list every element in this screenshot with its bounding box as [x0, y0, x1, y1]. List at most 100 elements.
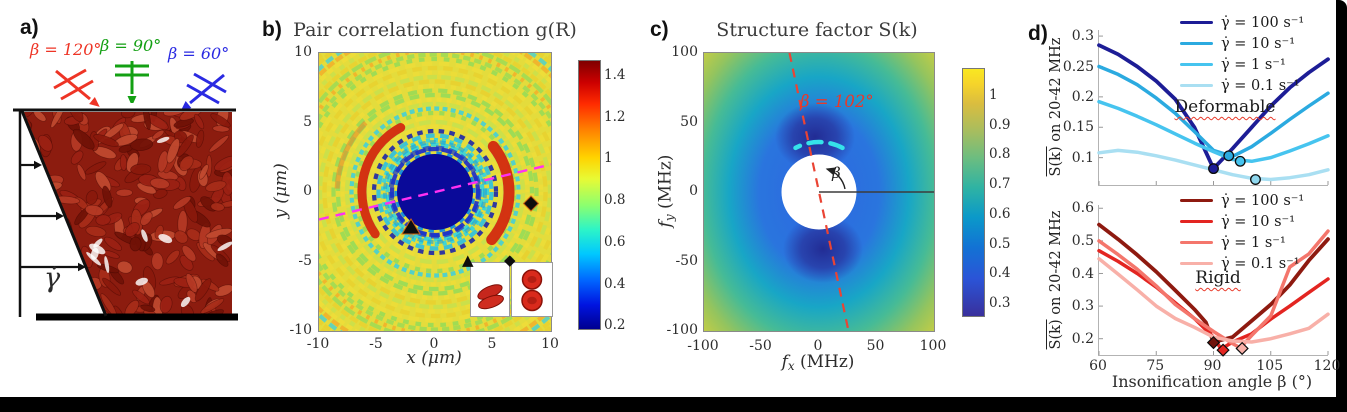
sf-heatmap-svg: [704, 52, 934, 332]
panel-d-xlabel: Insonification angle β (°): [1111, 372, 1313, 391]
tick-label: 0.7: [989, 176, 1011, 193]
panel-b-xlabel: x (μm): [406, 348, 462, 368]
tick-label: 60: [1089, 358, 1107, 374]
beam-90: β = 90°: [100, 36, 161, 103]
legend-label: γ̇ = 1 s⁻¹: [1221, 56, 1286, 73]
tick-label: -10: [289, 322, 312, 338]
tick-label: -5: [298, 252, 312, 269]
panel-c-title: Structure factor S(k): [716, 19, 918, 41]
beam-90-icon: [115, 61, 149, 103]
tick-label: 0.6: [989, 205, 1011, 222]
legend-row: γ̇ = 1 s⁻¹: [1180, 232, 1304, 253]
rigid-chart: [1097, 205, 1330, 357]
sf-colorbar: [962, 68, 985, 317]
tick-label: 0.3: [989, 294, 1011, 311]
panel-d-label: d): [1028, 22, 1048, 45]
beta-symbol: β: [832, 164, 841, 182]
tick-label: 5: [303, 113, 312, 130]
rouleaux-rbc-icon: [477, 284, 504, 310]
tick-label: -5: [369, 336, 383, 352]
beam-120-label: β = 120°: [30, 40, 102, 59]
tick-label: -100: [687, 338, 719, 354]
tick-label: 0.2: [1071, 88, 1094, 105]
deformable-annotation: Deformable: [1174, 97, 1276, 117]
tick-label: 5: [487, 336, 497, 352]
tick-label: 0.5: [989, 235, 1011, 252]
tick-label: 0.5: [1071, 233, 1094, 249]
tick-label: 0.9: [989, 116, 1011, 133]
sheared-rbc-suspension-image: [13, 108, 238, 321]
tick-label: 0: [303, 183, 312, 199]
legend-label: γ̇ = 0.1 s⁻¹: [1221, 77, 1300, 94]
tick-label: 0: [689, 183, 698, 199]
legend-label: γ̇ = 1 s⁻¹: [1221, 234, 1286, 251]
tick-label: 1.4: [604, 67, 626, 83]
tick-label: 0.8: [989, 146, 1011, 163]
tick-label: 0: [813, 338, 823, 354]
legend-label: γ̇ = 0.1 s⁻¹: [1221, 255, 1300, 272]
tick-label: 0.4: [1071, 265, 1094, 282]
legend-label: γ̇ = 100 s⁻¹: [1221, 192, 1305, 209]
tick-label: 50: [680, 113, 698, 130]
diamond-marker-icon: ◆: [504, 251, 516, 269]
face-on-rbc-icon: [521, 269, 543, 312]
tick-label: 0.8: [604, 192, 626, 209]
beam-90-label: β = 90°: [100, 36, 162, 55]
rouleaux-inset: [470, 262, 510, 317]
tick-label: 0.4: [989, 265, 1011, 282]
legend-row: γ̇ = 10 s⁻¹: [1180, 211, 1304, 232]
beam-120: β = 120°: [30, 40, 106, 107]
beta-102-annotation: β = 102°: [800, 92, 874, 111]
tick-label: -50: [749, 338, 772, 354]
tick-label: 1: [604, 150, 613, 167]
frame-bottom-bar: [0, 397, 1347, 412]
legend-row: γ̇ = 0.1 s⁻¹: [1180, 75, 1304, 96]
shear-rate-label: γ̇: [44, 263, 61, 294]
tick-label: 0.6: [1071, 200, 1094, 217]
legend-row: γ̇ = 1 s⁻¹: [1180, 54, 1304, 75]
beam-60-label: β = 60°: [168, 44, 230, 63]
legend-line-sample: [1180, 20, 1213, 25]
deformable-chart: [1097, 30, 1330, 186]
tick-label: -10: [306, 336, 330, 352]
beam-120-icon: [53, 68, 100, 107]
tick-label: 1.2: [604, 108, 626, 125]
tick-label: 0.4: [604, 275, 626, 292]
legend-row: γ̇ = 100 s⁻¹: [1180, 12, 1304, 33]
pcf-colorbar: [578, 60, 601, 330]
tick-label: 10: [294, 44, 312, 60]
tick-label: 0.25: [1062, 58, 1094, 75]
tick-label: 100: [671, 44, 698, 60]
face-on-inset: [511, 262, 553, 317]
legend-label: γ̇ = 100 s⁻¹: [1221, 14, 1305, 31]
tick-label: 105: [1256, 358, 1284, 374]
deformable-legend: γ̇ = 100 s⁻¹ γ̇ = 10 s⁻¹ γ̇ = 1 s⁻¹ γ̇ = 0.…: [1180, 12, 1304, 96]
panel-b-label: b): [262, 18, 282, 41]
tick-label: 10: [541, 336, 559, 352]
tick-label: -50: [675, 252, 698, 269]
legend-row: γ̇ = 100 s⁻¹: [1180, 190, 1304, 211]
legend-label: γ̇ = 10 s⁻¹: [1221, 35, 1296, 52]
tick-label: 0: [429, 336, 439, 352]
tick-label: 90: [1203, 358, 1222, 374]
panel-a-label: a): [20, 16, 39, 39]
beam-60-icon: [180, 72, 227, 111]
tick-label: 0.15: [1062, 119, 1094, 136]
rigid-annotation: Rigid: [1195, 268, 1241, 288]
tick-label: 1: [989, 87, 998, 103]
tick-label: 0.1: [1071, 149, 1094, 166]
tick-label: 0.6: [604, 233, 626, 250]
legend-label: γ̇ = 10 s⁻¹: [1221, 213, 1296, 230]
tick-label: 0.2: [1071, 330, 1094, 347]
panel-b-title: Pair correlation function g(R): [293, 19, 577, 41]
tick-label: 0.3: [1071, 298, 1094, 315]
frame-right-bar: [1336, 0, 1347, 412]
tick-label: 0.2: [604, 317, 626, 334]
legend-line-sample: [1180, 198, 1213, 203]
legend-row: γ̇ = 0.1 s⁻¹: [1180, 253, 1304, 274]
legend-line-sample: [1180, 83, 1213, 88]
rigid-legend: γ̇ = 100 s⁻¹ γ̇ = 10 s⁻¹ γ̇ = 1 s⁻¹ γ̇ = 0.…: [1180, 190, 1304, 274]
legend-line-sample: [1180, 219, 1213, 224]
beam-60: β = 60°: [168, 44, 232, 111]
